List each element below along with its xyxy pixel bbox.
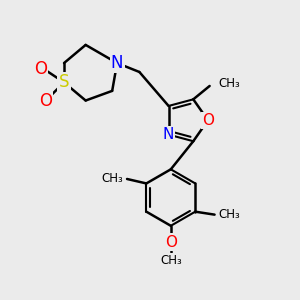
Text: CH₃: CH₃ <box>160 254 182 267</box>
Text: N: N <box>111 54 123 72</box>
Text: CH₃: CH₃ <box>218 77 240 90</box>
Text: O: O <box>39 92 52 110</box>
Text: O: O <box>34 60 47 78</box>
Text: N: N <box>163 127 174 142</box>
Text: CH₃: CH₃ <box>102 172 124 185</box>
Text: CH₃: CH₃ <box>218 208 240 221</box>
Text: O: O <box>202 113 214 128</box>
Text: S: S <box>59 74 69 92</box>
Text: O: O <box>165 235 177 250</box>
